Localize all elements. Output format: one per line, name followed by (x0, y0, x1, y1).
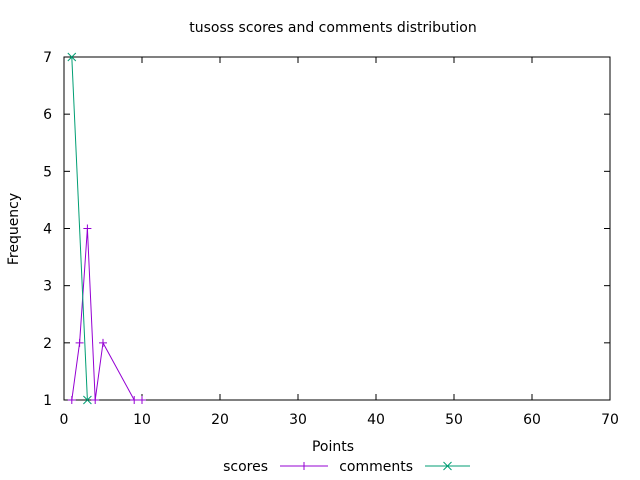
comments-point (67, 52, 77, 62)
x-tick-label: 40 (367, 412, 385, 428)
scores-point (75, 338, 84, 347)
scores-point (138, 396, 146, 404)
legend-label-scores: scores (223, 459, 268, 475)
series-layer (67, 52, 146, 405)
legend-marker-comments (443, 461, 452, 471)
x-axis-label: Points (312, 439, 354, 455)
plot-border (63, 56, 611, 401)
scores-point (91, 396, 100, 404)
x-tick-label: 70 (601, 412, 619, 428)
scores-point (99, 338, 107, 347)
y-axis-label: Frequency (6, 193, 22, 265)
y-tick-label: 6 (43, 107, 52, 123)
legend-marker-scores (300, 462, 308, 470)
legend: scores comments (223, 459, 470, 475)
y-tick-label: 4 (43, 222, 52, 238)
x-tick-label: 10 (133, 412, 151, 428)
scores-point (83, 224, 92, 233)
y-tick-label: 3 (43, 279, 52, 295)
legend-label-comments: comments (339, 459, 413, 475)
scores-line (71, 228, 142, 401)
comments-point (83, 395, 92, 405)
y-tick-label: 7 (43, 50, 52, 66)
scores-point (67, 396, 76, 404)
comments-line (71, 56, 88, 401)
x-tick-label: 0 (60, 412, 69, 428)
axis-ticks: 0 10 20 30 40 50 60 70 1 2 3 4 5 6 7 (43, 50, 619, 428)
y-tick-label: 5 (43, 164, 52, 180)
x-tick-label: 50 (445, 412, 463, 428)
chart-title: tusoss scores and comments distribution (189, 20, 476, 36)
y-tick-label: 1 (43, 393, 52, 409)
y-tick-label: 2 (43, 336, 52, 352)
scores-point (130, 396, 139, 404)
x-tick-label: 60 (523, 412, 541, 428)
x-tick-label: 20 (211, 412, 229, 428)
x-tick-label: 30 (289, 412, 307, 428)
